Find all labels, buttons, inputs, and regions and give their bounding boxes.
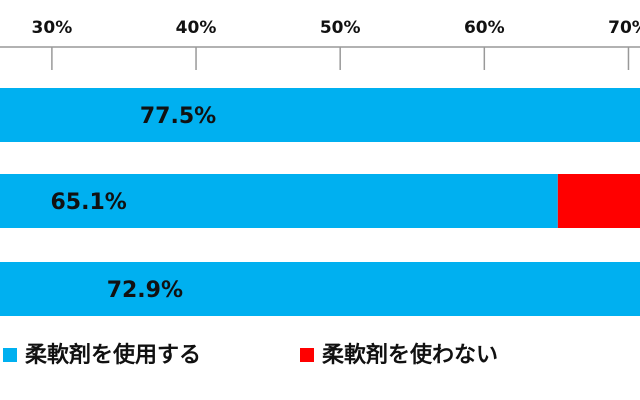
legend-label: 柔軟剤を使わない [322,342,498,368]
bar-segment [0,262,640,316]
x-tick-label: 70% [608,18,640,38]
value-label: 72.9% [107,278,183,303]
x-tick-label: 50% [320,18,361,38]
bar-segment [0,88,640,142]
value-label: 77.5% [140,104,216,129]
bar-segment [0,174,558,228]
x-tick-label: 40% [176,18,217,38]
legend-swatch [300,348,314,362]
x-tick-label: 30% [32,18,73,38]
x-tick-label: 60% [464,18,505,38]
value-label: 65.1% [50,190,126,215]
bar-segment [557,174,640,228]
legend-swatch [3,348,17,362]
legend-label: 柔軟剤を使用する [25,342,201,368]
